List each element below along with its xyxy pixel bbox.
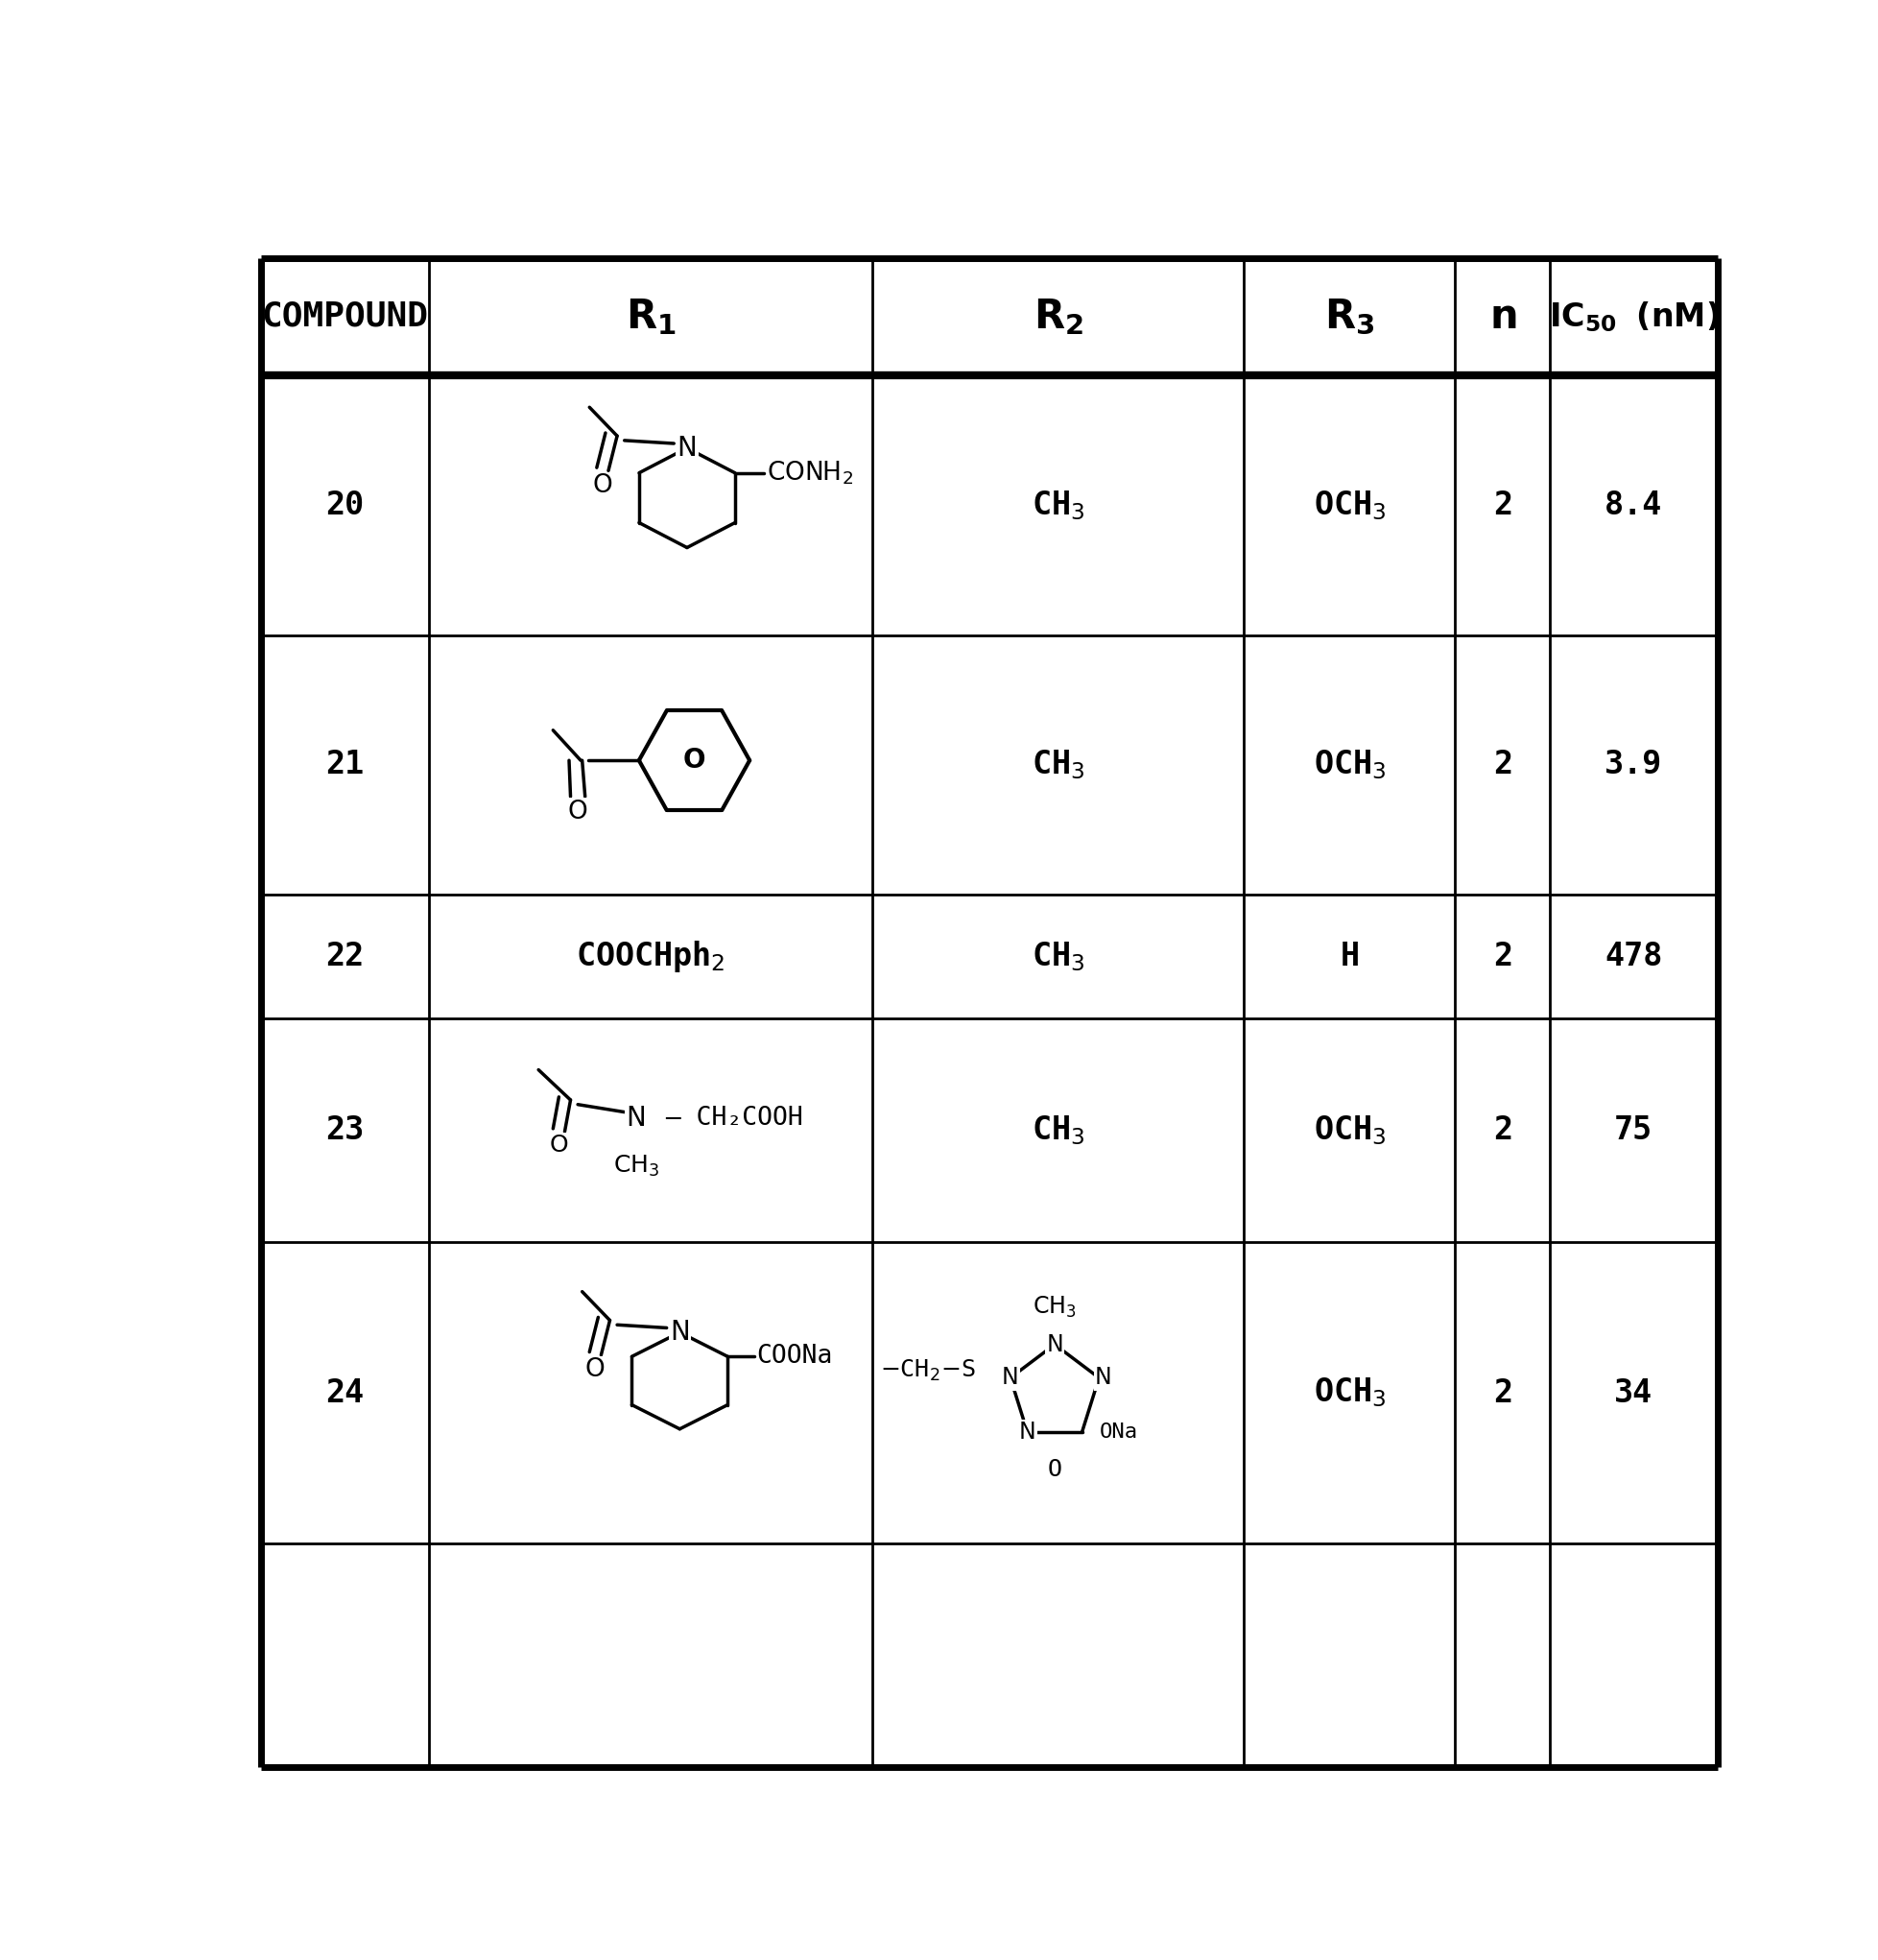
Text: 3.9: 3.9 [1604,749,1662,780]
Text: O: O [586,1358,605,1382]
Text: N: N [669,1319,689,1347]
Text: COOCHph$_2$: COOCHph$_2$ [577,939,725,974]
Text: 20: 20 [325,490,364,521]
Text: 2: 2 [1491,1115,1512,1147]
Text: N: N [1018,1421,1035,1443]
Text: 478: 478 [1604,941,1662,972]
Text: CH$_3$: CH$_3$ [612,1154,659,1180]
Text: $\mathbf{R_2}$: $\mathbf{R_2}$ [1033,296,1084,337]
Text: 2: 2 [1491,1378,1512,1409]
Text: — CH₂COOH: — CH₂COOH [650,1105,802,1131]
Text: H: H [1339,941,1358,972]
Text: CH$_3$: CH$_3$ [1031,488,1084,521]
Text: 2: 2 [1491,490,1512,521]
Text: 75: 75 [1613,1115,1653,1147]
Text: 34: 34 [1613,1378,1653,1409]
Text: CH$_3$: CH$_3$ [1031,749,1084,782]
Text: 22: 22 [325,941,364,972]
Text: N: N [1001,1366,1018,1390]
Text: OCH$_3$: OCH$_3$ [1313,488,1386,521]
Text: O: O [684,747,706,774]
Text: O: O [1046,1458,1061,1482]
Text: OCH$_3$: OCH$_3$ [1313,1113,1386,1147]
Text: 2: 2 [1491,749,1512,780]
Text: N: N [625,1105,646,1131]
Text: COMPOUND: COMPOUND [261,300,428,333]
Text: CH$_3$: CH$_3$ [1031,1113,1084,1147]
Text: OCH$_3$: OCH$_3$ [1313,1376,1386,1409]
Text: 21: 21 [325,749,364,780]
Text: 2: 2 [1491,941,1512,972]
Text: CH$_3$: CH$_3$ [1033,1294,1076,1319]
Text: N: N [676,435,697,461]
Text: CONH$_2$: CONH$_2$ [766,459,853,486]
Text: O: O [548,1133,567,1156]
Text: ONa: ONa [1099,1423,1138,1441]
Text: $\mathbf{R_3}$: $\mathbf{R_3}$ [1324,296,1375,337]
Text: CH$_3$: CH$_3$ [1031,941,1084,974]
Text: N: N [1046,1333,1063,1356]
Text: N: N [1095,1366,1112,1390]
Text: COONa: COONa [757,1345,832,1368]
Text: 8.4: 8.4 [1604,490,1662,521]
Text: OCH$_3$: OCH$_3$ [1313,749,1386,782]
Text: $\mathbf{n}$: $\mathbf{n}$ [1487,296,1516,337]
Text: 23: 23 [325,1115,364,1147]
Text: $\mathbf{R_1}$: $\mathbf{R_1}$ [625,296,676,337]
Text: $\mathbf{IC_{50}}$ $\mathbf{(nM)}$: $\mathbf{IC_{50}}$ $\mathbf{(nM)}$ [1547,300,1718,333]
Text: O: O [592,472,612,498]
Text: O: O [567,800,588,825]
Text: 24: 24 [325,1378,364,1409]
Text: $-$CH$_2$$-$S: $-$CH$_2$$-$S [879,1358,975,1382]
